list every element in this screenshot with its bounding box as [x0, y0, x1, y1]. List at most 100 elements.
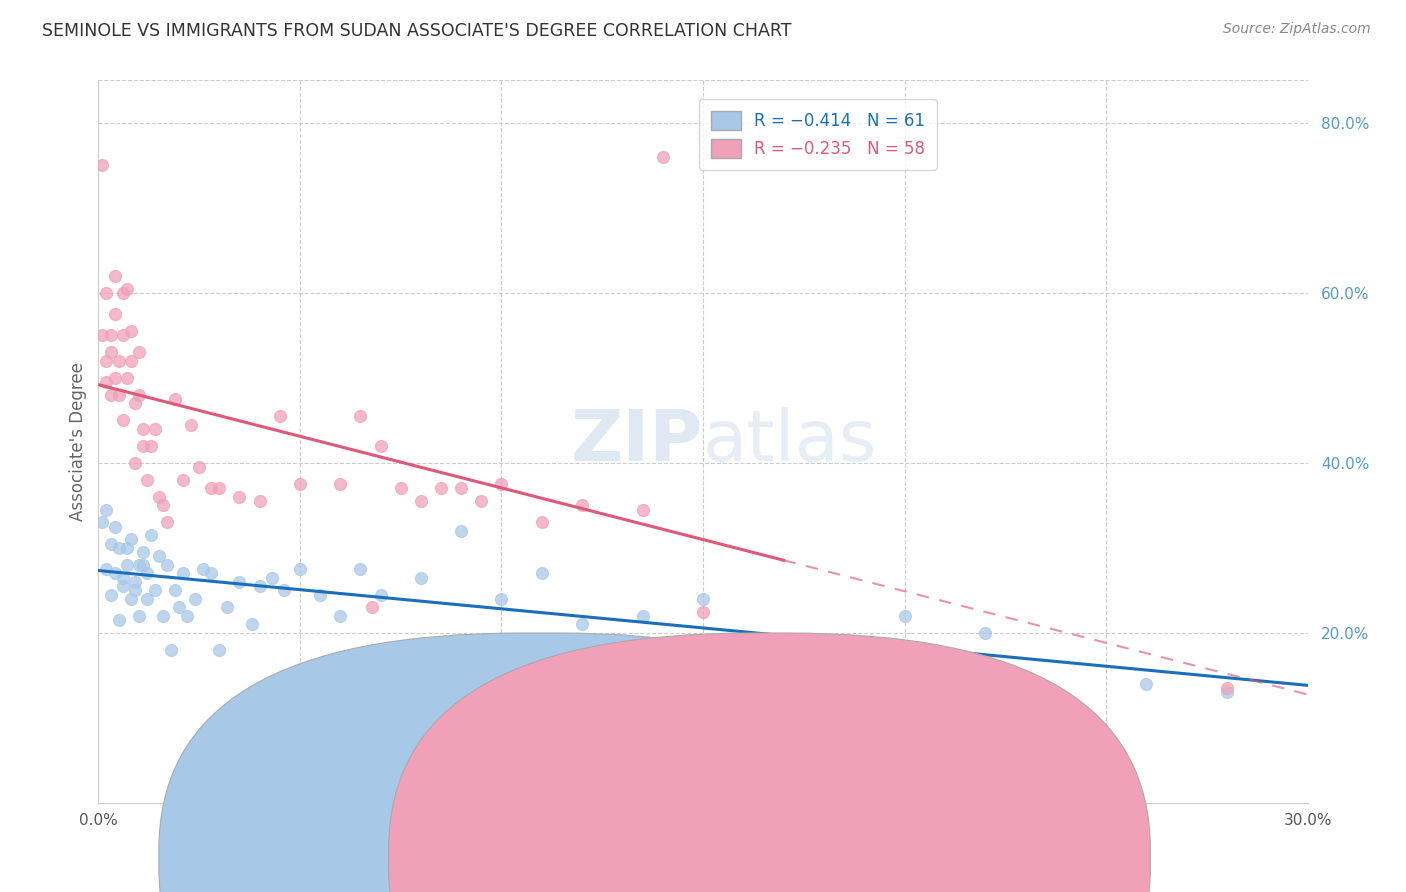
- Point: [200, 566, 222, 581]
- Point: [361, 600, 384, 615]
- Point: [124, 574, 146, 589]
- Point: [180, 417, 202, 432]
- Legend: R = −0.414   N = 61, R = −0.235   N = 58: R = −0.414 N = 61, R = −0.235 N = 58: [699, 99, 936, 169]
- Point: [100, 345, 122, 359]
- Point: [128, 608, 150, 623]
- Point: [152, 498, 174, 512]
- Point: [1216, 685, 1239, 699]
- Point: [752, 656, 775, 670]
- Point: [273, 583, 295, 598]
- Point: [124, 396, 146, 410]
- Point: [135, 566, 157, 581]
- Point: [132, 545, 155, 559]
- Point: [128, 388, 150, 402]
- Point: [893, 608, 915, 623]
- Point: [200, 481, 222, 495]
- Point: [329, 477, 352, 491]
- Point: [389, 481, 412, 495]
- Point: [107, 613, 129, 627]
- Point: [370, 588, 392, 602]
- Point: [111, 285, 134, 300]
- Point: [228, 574, 250, 589]
- Point: [1135, 677, 1157, 691]
- Point: [111, 413, 134, 427]
- Point: [450, 481, 472, 495]
- Point: [1216, 681, 1239, 695]
- Point: [491, 591, 513, 606]
- Point: [120, 591, 142, 606]
- Point: [163, 392, 186, 406]
- Point: [115, 371, 138, 385]
- Point: [107, 353, 129, 368]
- FancyBboxPatch shape: [159, 633, 921, 892]
- Point: [135, 591, 157, 606]
- Point: [124, 583, 146, 598]
- Point: [228, 490, 250, 504]
- Point: [269, 409, 291, 423]
- Point: [91, 158, 114, 172]
- Point: [103, 371, 125, 385]
- Point: [107, 388, 129, 402]
- Point: [176, 608, 198, 623]
- Point: [103, 268, 125, 283]
- Point: [111, 570, 134, 584]
- Point: [139, 528, 162, 542]
- Point: [530, 516, 553, 530]
- Point: [124, 456, 146, 470]
- Point: [184, 591, 207, 606]
- Point: [530, 566, 553, 581]
- Point: [132, 422, 155, 436]
- Point: [309, 588, 332, 602]
- Point: [160, 642, 183, 657]
- Text: Seminole: Seminole: [569, 851, 641, 866]
- Point: [163, 583, 186, 598]
- Point: [491, 477, 513, 491]
- Y-axis label: Associate's Degree: Associate's Degree: [69, 362, 87, 521]
- FancyBboxPatch shape: [388, 633, 1150, 892]
- Point: [288, 477, 311, 491]
- Text: atlas: atlas: [703, 407, 877, 476]
- Point: [156, 558, 179, 572]
- Text: Immigrants from Sudan: Immigrants from Sudan: [800, 851, 981, 866]
- Point: [91, 516, 114, 530]
- Point: [167, 600, 190, 615]
- Point: [450, 524, 472, 538]
- Point: [103, 307, 125, 321]
- Point: [249, 494, 271, 508]
- Point: [100, 388, 122, 402]
- Point: [692, 605, 714, 619]
- Point: [132, 439, 155, 453]
- Point: [631, 608, 654, 623]
- Point: [813, 698, 835, 712]
- Point: [193, 562, 215, 576]
- Point: [128, 345, 150, 359]
- Point: [120, 533, 142, 547]
- Point: [409, 570, 432, 584]
- Point: [128, 558, 150, 572]
- Point: [115, 558, 138, 572]
- Point: [631, 502, 654, 516]
- Point: [96, 562, 118, 576]
- Point: [120, 324, 142, 338]
- Point: [143, 422, 166, 436]
- Point: [148, 490, 170, 504]
- Point: [96, 375, 118, 389]
- Point: [107, 541, 129, 555]
- Point: [96, 353, 118, 368]
- Point: [172, 566, 194, 581]
- Point: [172, 473, 194, 487]
- Text: SEMINOLE VS IMMIGRANTS FROM SUDAN ASSOCIATE'S DEGREE CORRELATION CHART: SEMINOLE VS IMMIGRANTS FROM SUDAN ASSOCI…: [42, 22, 792, 40]
- Point: [430, 481, 453, 495]
- Point: [651, 150, 673, 164]
- Point: [208, 642, 231, 657]
- Point: [100, 588, 122, 602]
- Point: [115, 541, 138, 555]
- Point: [571, 498, 593, 512]
- Point: [91, 328, 114, 343]
- Point: [148, 549, 170, 564]
- Point: [370, 439, 392, 453]
- Point: [208, 481, 231, 495]
- Point: [329, 608, 352, 623]
- Point: [111, 579, 134, 593]
- Point: [115, 281, 138, 295]
